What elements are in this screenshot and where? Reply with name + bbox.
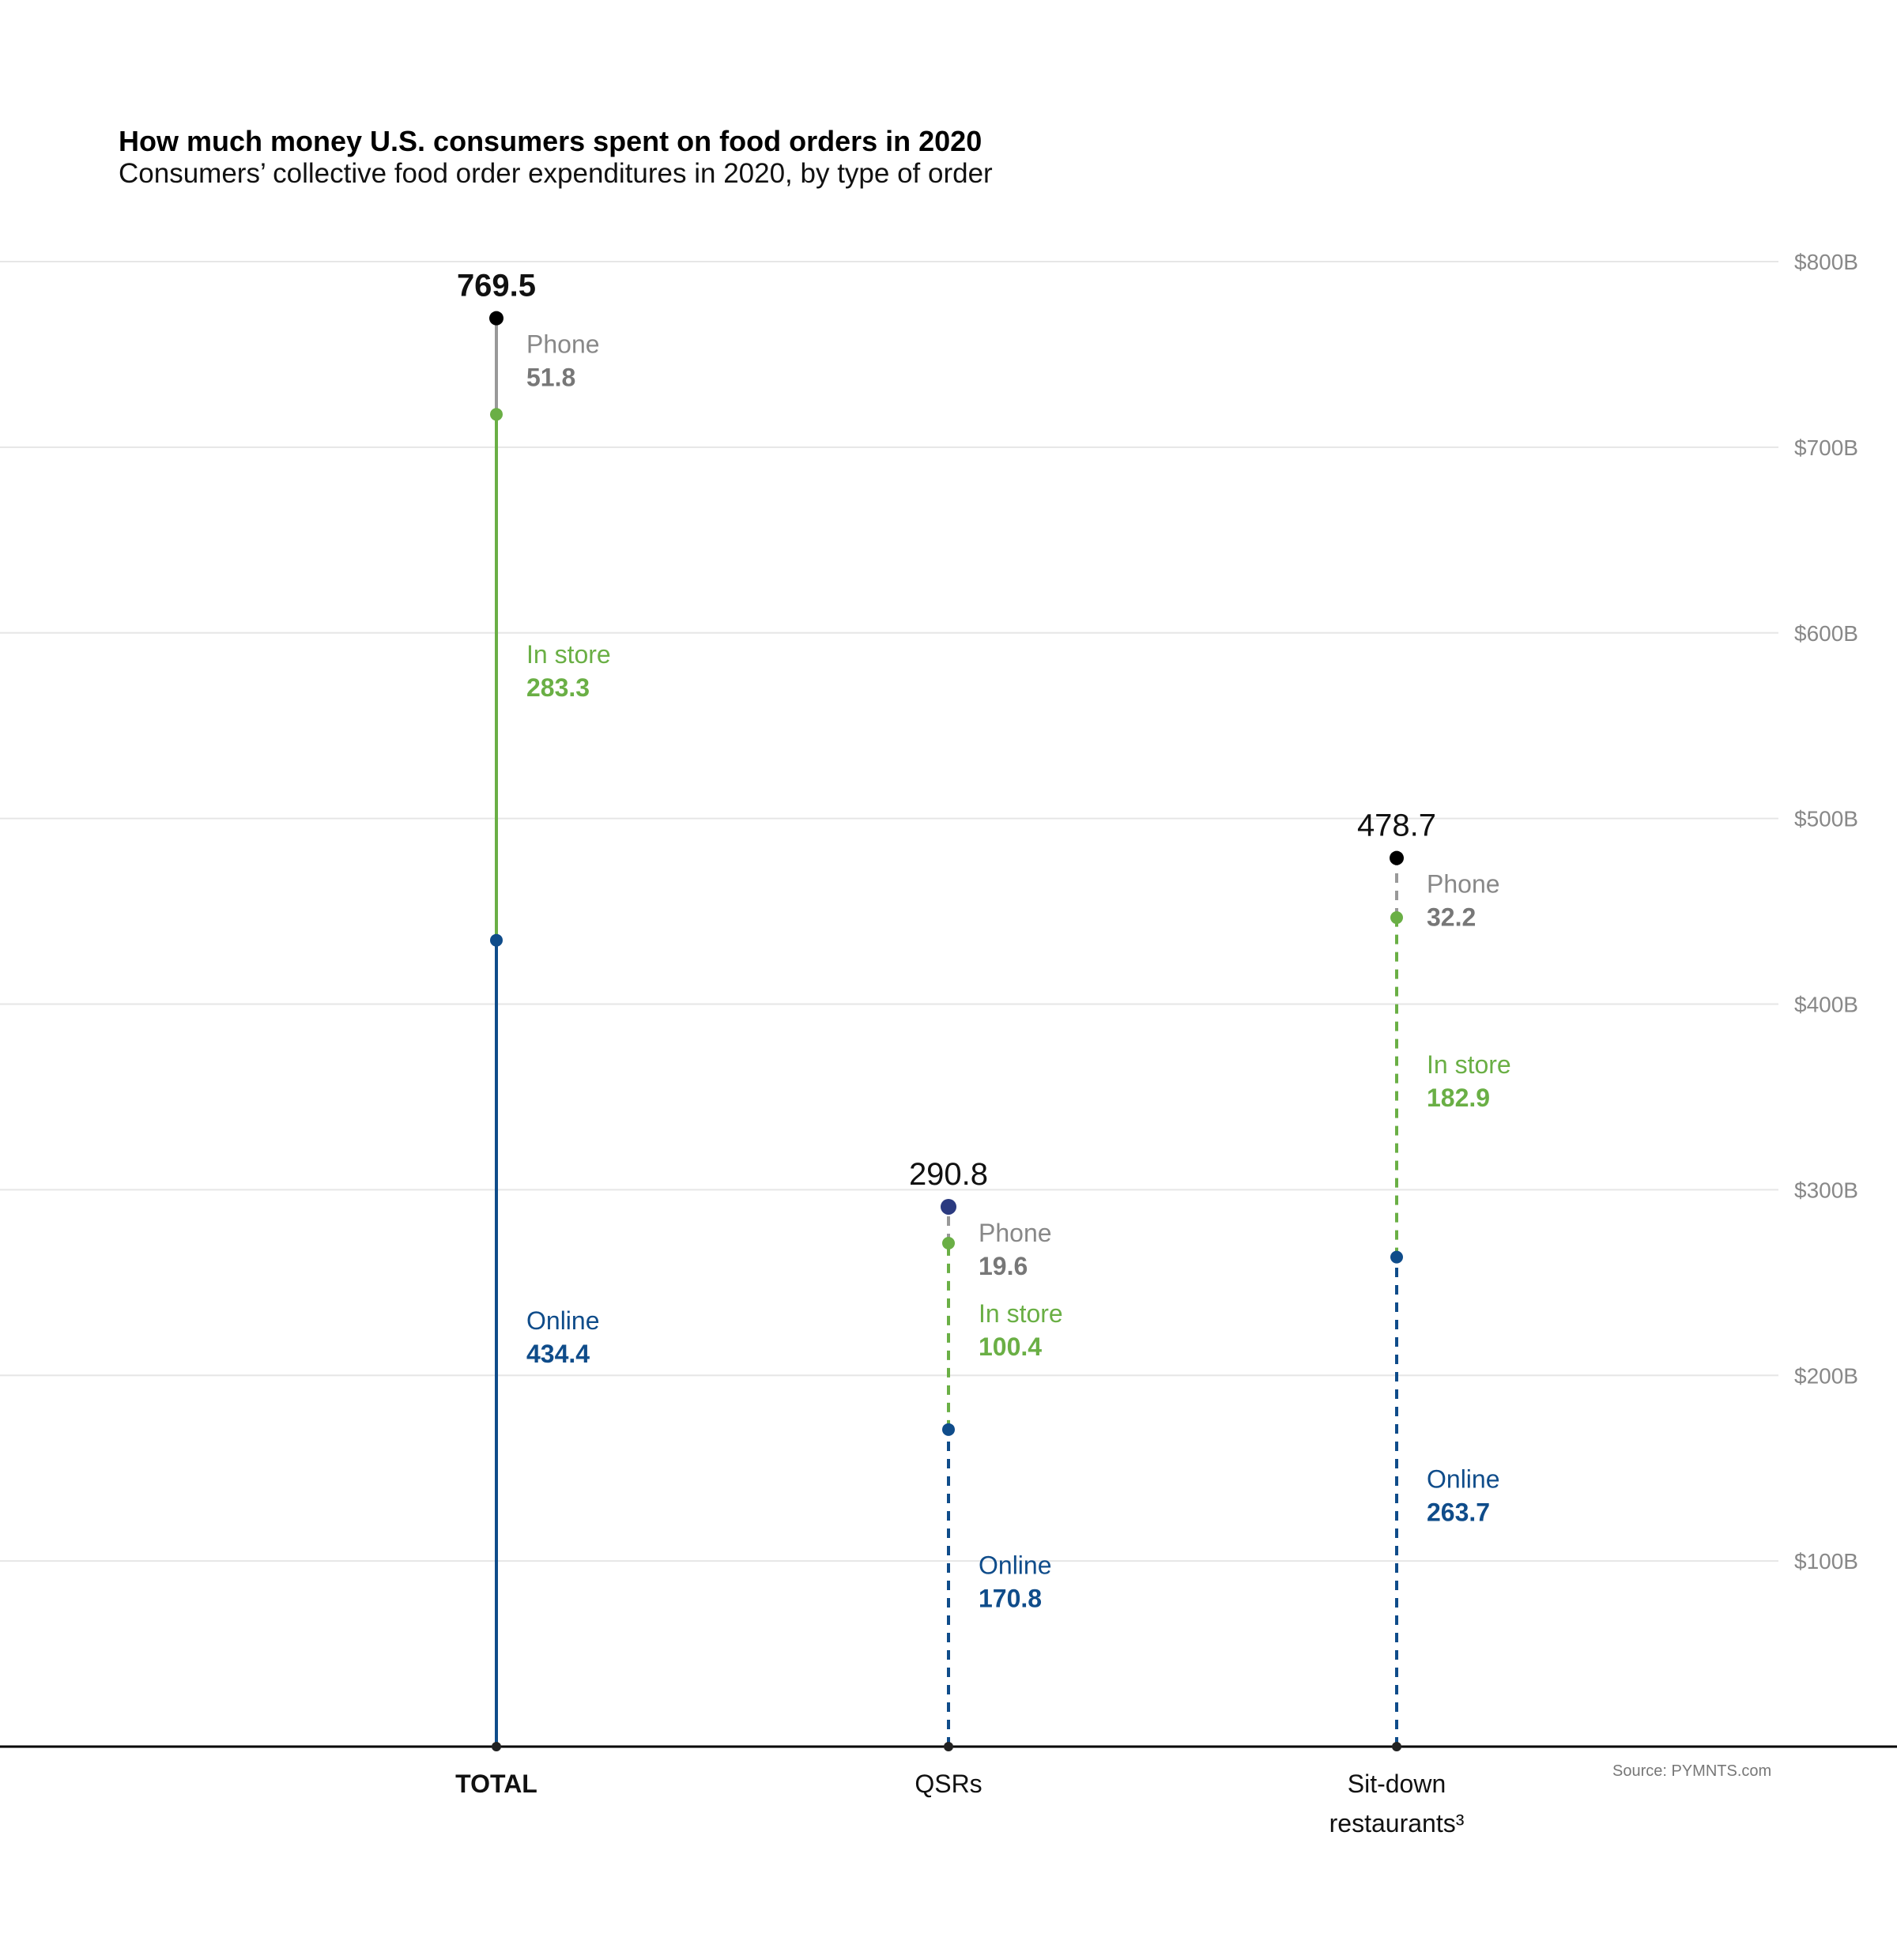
segment-label: Online <box>979 1551 1052 1579</box>
segment-value: 263.7 <box>1427 1498 1490 1526</box>
total-dot <box>1390 850 1404 865</box>
base-dot <box>944 1742 953 1751</box>
segment-dot-online <box>942 1423 955 1436</box>
segment-value: 283.3 <box>526 673 590 702</box>
y-tick-label: $300B <box>1794 1178 1858 1202</box>
segment-value: 32.2 <box>1427 903 1476 932</box>
segment-label: Phone <box>1427 870 1500 899</box>
segment-value: 170.8 <box>979 1584 1042 1612</box>
y-tick-label: $600B <box>1794 621 1858 646</box>
total-dot <box>489 311 503 326</box>
segment-dot-in-store <box>942 1237 955 1250</box>
segment-dot-online <box>490 933 503 947</box>
segment-label: In store <box>979 1299 1063 1328</box>
segment-value: 19.6 <box>979 1252 1028 1280</box>
segment-value: 51.8 <box>526 364 575 392</box>
total-dot <box>941 1198 956 1215</box>
segment-label: Phone <box>979 1219 1052 1247</box>
category-label: QSRs <box>915 1770 982 1798</box>
base-dot <box>1392 1742 1401 1751</box>
chart-title: How much money U.S. consumers spent on f… <box>119 125 982 157</box>
category-label: restaurants³ <box>1329 1809 1465 1838</box>
segment-label: In store <box>1427 1050 1511 1079</box>
y-tick-label: $500B <box>1794 807 1858 831</box>
segment-label: Online <box>1427 1464 1500 1493</box>
segment-label: Phone <box>526 330 600 359</box>
segment-value: 434.4 <box>526 1340 590 1368</box>
segment-label: Online <box>526 1306 600 1335</box>
y-tick-label: $100B <box>1794 1549 1858 1574</box>
total-value-label: 478.7 <box>1357 808 1436 843</box>
total-value-label: 769.5 <box>457 269 536 303</box>
y-tick-label: $200B <box>1794 1363 1858 1388</box>
chart-subtitle: Consumers’ collective food order expendi… <box>119 158 993 189</box>
y-tick-label: $700B <box>1794 435 1858 460</box>
y-tick-label: $400B <box>1794 993 1858 1017</box>
segment-dot-in-store <box>490 408 503 421</box>
y-tick-label: $800B <box>1794 250 1858 274</box>
segment-dot-in-store <box>1390 911 1403 925</box>
source-note: Source: PYMNTS.com <box>1612 1762 1772 1780</box>
segment-label: In store <box>526 640 611 669</box>
category-label: TOTAL <box>455 1770 537 1798</box>
segment-value: 100.4 <box>979 1332 1042 1361</box>
segment-dot-online <box>1390 1250 1403 1264</box>
base-dot <box>492 1742 501 1751</box>
category-label: Sit-down <box>1348 1770 1446 1798</box>
total-value-label: 290.8 <box>909 1157 988 1192</box>
segment-value: 182.9 <box>1427 1084 1490 1112</box>
